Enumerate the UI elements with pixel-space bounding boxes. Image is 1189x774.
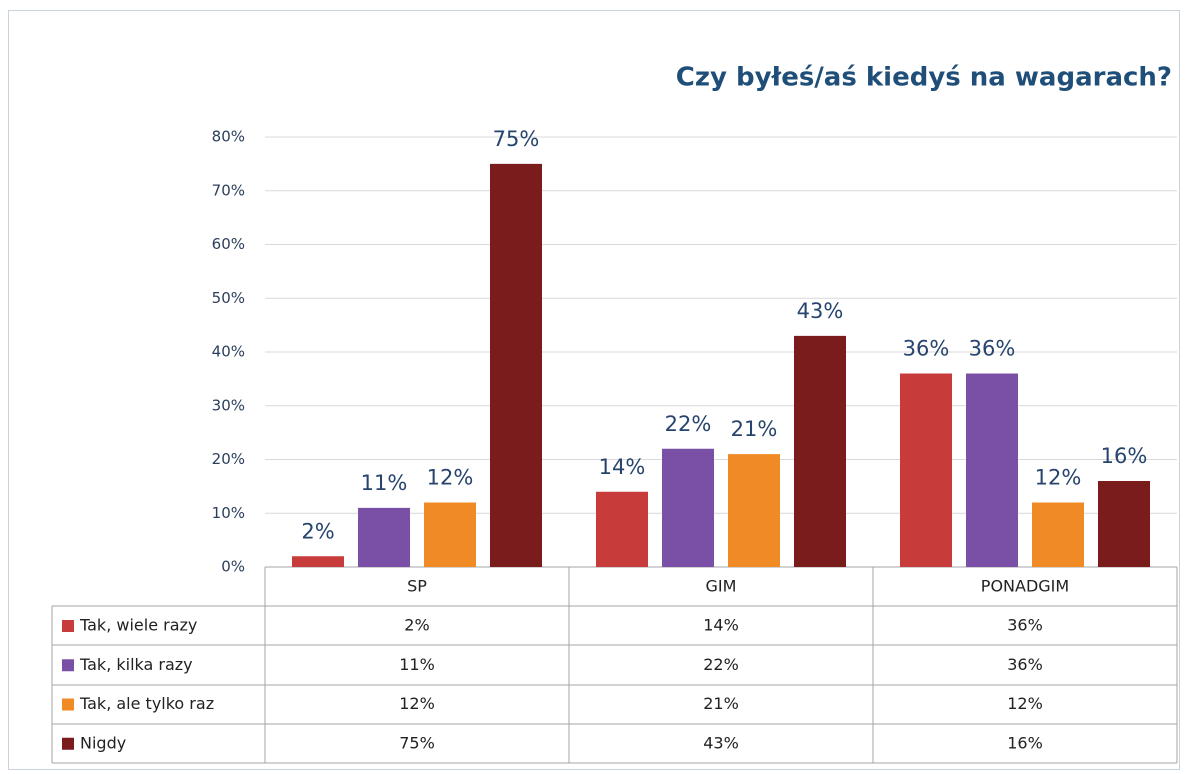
legend-label: Nigdy: [80, 733, 126, 752]
y-tick-label: 30%: [212, 396, 245, 414]
legend-label: Tak, ale tylko raz: [79, 694, 214, 713]
x-tick-label: PONADGIM: [981, 577, 1069, 596]
table-cell: 2%: [404, 616, 429, 635]
legend-swatch: [62, 659, 74, 672]
table-cell: 14%: [703, 616, 739, 635]
data-label: 75%: [493, 127, 540, 151]
data-label: 12%: [1035, 466, 1082, 490]
bar: [794, 335, 846, 567]
data-label: 2%: [301, 519, 334, 543]
chart-title: Czy byłeś/aś kiedyś na wagarach?: [676, 63, 1172, 93]
table-cell: 11%: [399, 655, 435, 674]
bar: [1032, 502, 1084, 567]
bar: [662, 448, 714, 567]
bar: [966, 373, 1018, 567]
bar: [596, 491, 648, 567]
data-label: 14%: [599, 455, 646, 479]
table-cell: 75%: [399, 733, 435, 752]
bar: [900, 373, 952, 567]
y-tick-label: 50%: [212, 289, 245, 307]
data-label: 16%: [1101, 444, 1148, 468]
data-label: 36%: [903, 337, 950, 361]
table-cell: 36%: [1007, 616, 1043, 635]
bar: [728, 454, 780, 567]
legend-swatch: [62, 620, 74, 632]
bar: [490, 163, 542, 567]
table-cell: 22%: [703, 655, 739, 674]
y-tick-label: 20%: [212, 450, 245, 468]
y-tick-label: 10%: [212, 504, 245, 522]
table-cell: 36%: [1007, 655, 1043, 674]
legend-label: Tak, wiele razy: [79, 616, 197, 635]
table-cell: 12%: [399, 694, 435, 713]
y-tick-label: 60%: [212, 235, 245, 253]
bar: [358, 507, 410, 567]
data-label: 21%: [731, 417, 778, 441]
legend-label: Tak, kilka razy: [79, 655, 193, 674]
table-cell: 16%: [1007, 733, 1043, 752]
x-tick-label: SP: [407, 577, 427, 596]
bar: [292, 556, 344, 567]
x-tick-label: GIM: [706, 577, 737, 596]
data-label: 11%: [361, 471, 408, 495]
legend-swatch: [62, 737, 74, 750]
table-lines: [51, 566, 1178, 764]
y-tick-label: 80%: [212, 128, 245, 146]
data-label: 12%: [427, 466, 474, 490]
bar: [424, 502, 476, 567]
table-cell: 21%: [703, 694, 739, 713]
data-label: 36%: [969, 337, 1016, 361]
y-tick-label: 40%: [212, 343, 245, 361]
table-cell: 12%: [1007, 694, 1043, 713]
table-cell: 43%: [703, 733, 739, 752]
legend-swatch: [62, 698, 74, 711]
bar: [1098, 481, 1150, 567]
y-tick-label: 70%: [212, 181, 245, 199]
data-label: 22%: [665, 412, 712, 436]
data-label: 43%: [797, 299, 844, 323]
y-tick-label: 0%: [221, 558, 245, 576]
